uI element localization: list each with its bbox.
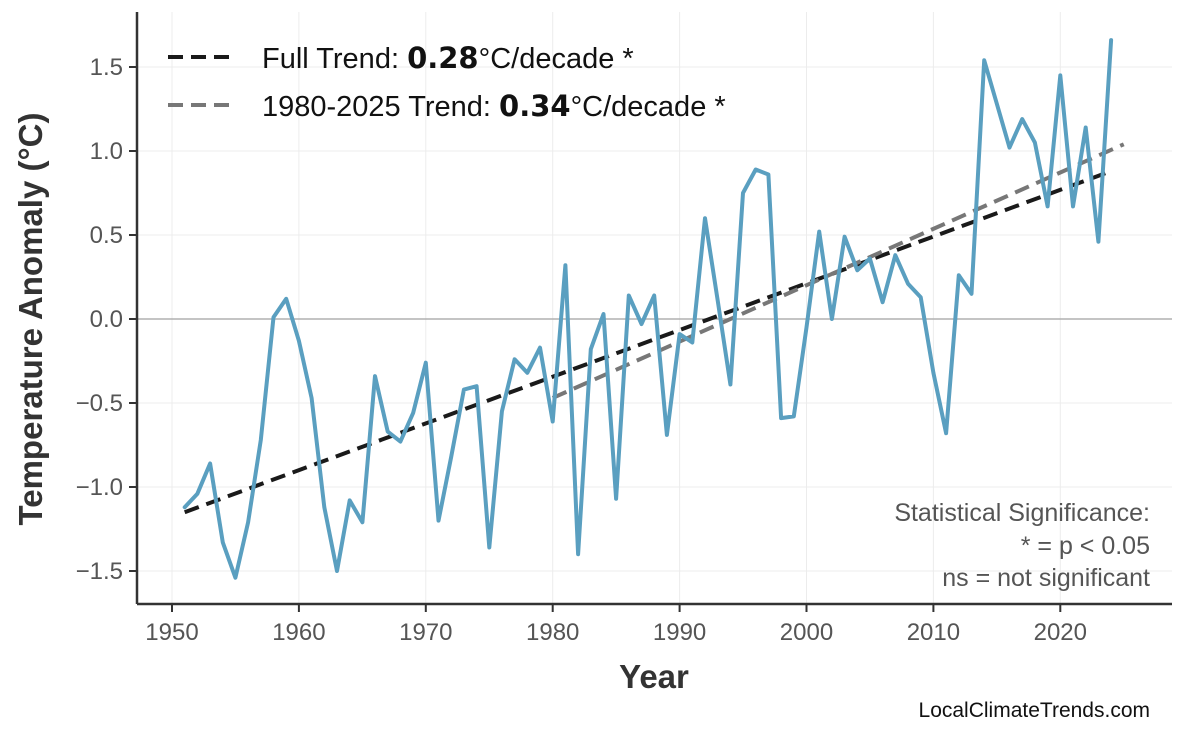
trend-lines [183,142,1125,515]
temperature-series-line [182,38,1114,580]
x-tick-label: 1970 [399,619,452,646]
legend-label-full-trend: Full Trend: 0.28°C/decade * [262,41,634,75]
credit: LocalClimateTrends.com [919,699,1150,722]
y-tick-label: 0.0 [90,306,123,333]
ticks: 1950 1960 1970 1980 1990 2000 2010 2020 1.5 1.0 0.… [76,54,1087,646]
x-tick-label: 1990 [653,619,706,646]
y-tick-label: 1.0 [90,138,123,165]
y-tick-label: 1.5 [90,54,123,81]
x-tick-label: 2000 [780,619,833,646]
x-tick-label: 2020 [1034,619,1087,646]
x-tick-label: 1950 [145,619,198,646]
axes [135,12,1172,606]
significance-note: Statistical Significance: * = p < 0.05 n… [894,499,1150,592]
significance-star: * = p < 0.05 [1021,532,1150,560]
y-axis-label: Temperature Anomaly (°C) [12,113,49,526]
y-tick-label: −1.0 [76,474,123,501]
y-tick-label: 0.5 [90,222,123,249]
significance-title: Statistical Significance: [894,499,1150,527]
x-tick-label: 1980 [526,619,579,646]
x-tick-label: 1960 [272,619,325,646]
legend: Full Trend: 0.28°C/decade * 1980-2025 Tr… [168,41,726,123]
y-tick-label: −0.5 [76,390,123,417]
significance-ns: ns = not significant [942,564,1150,592]
x-axis-label: Year [619,658,689,695]
full-trend-line [183,169,1112,515]
legend-label-1980-trend: 1980-2025 Trend: 0.34°C/decade * [262,89,726,123]
y-tick-label: −1.5 [76,558,123,585]
x-tick-label: 2010 [907,619,960,646]
